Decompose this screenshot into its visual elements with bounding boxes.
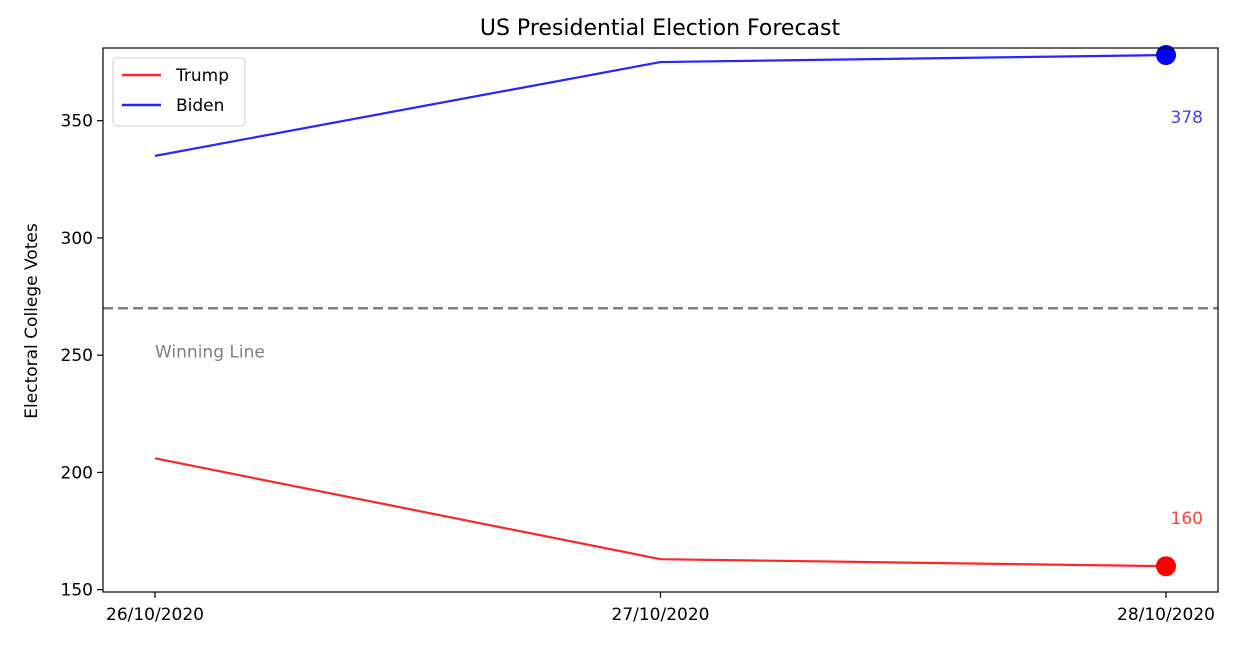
legend-label-biden: Biden bbox=[176, 96, 224, 116]
x-tick-label-0: 26/10/2020 bbox=[106, 605, 204, 625]
winning-line-label: Winning Line bbox=[155, 343, 265, 363]
axes: 150 200 250 300 350 26/10/2020 27/10/2020 28/10… bbox=[61, 47, 1219, 625]
end-marker-biden bbox=[1156, 45, 1176, 66]
end-label-trump: 160 bbox=[1171, 509, 1203, 529]
series-line-trump bbox=[154, 457, 1167, 568]
legend-label-trump: Trump bbox=[175, 66, 229, 86]
y-axis-label: Electoral College Votes bbox=[22, 223, 42, 419]
legend: Trump Biden bbox=[112, 57, 246, 127]
y-tick-label-250: 250 bbox=[61, 346, 93, 366]
y-tick-label-350: 350 bbox=[61, 112, 93, 132]
chart-title: US Presidential Election Forecast bbox=[480, 16, 841, 41]
y-tick-label-200: 200 bbox=[61, 463, 93, 483]
x-tick-label-1: 27/10/2020 bbox=[612, 605, 710, 625]
end-label-biden: 378 bbox=[1171, 108, 1203, 128]
x-tick-label-2: 28/10/2020 bbox=[1117, 605, 1215, 625]
y-tick-label-300: 300 bbox=[61, 229, 93, 249]
series-line-biden bbox=[154, 53, 1167, 157]
end-marker-trump bbox=[1156, 556, 1176, 577]
y-tick-label-150: 150 bbox=[61, 581, 93, 601]
plot-frame bbox=[102, 47, 1219, 593]
plot-area: Winning Line 160 378 bbox=[103, 45, 1218, 577]
